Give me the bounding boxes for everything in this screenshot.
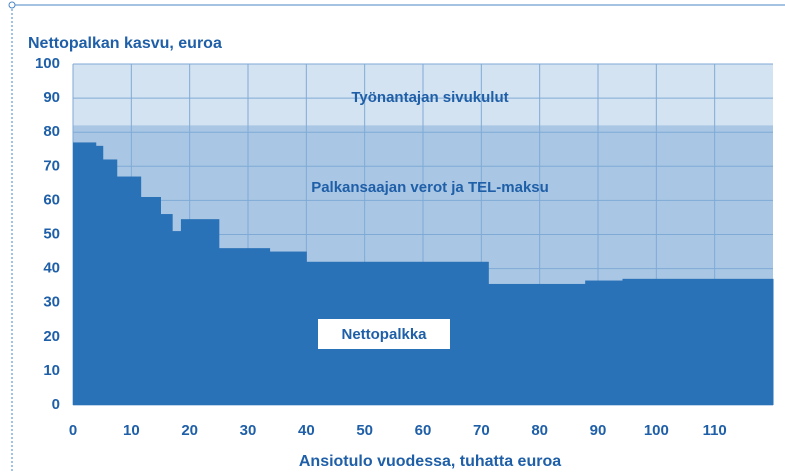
step — [102, 159, 118, 405]
step — [116, 176, 142, 405]
x-tick-label: 90 — [590, 422, 607, 439]
x-tick-label: 70 — [473, 422, 490, 439]
y-tick-label: 80 — [43, 123, 60, 140]
y-tick-label: 100 — [35, 55, 60, 72]
y-tick-label: 10 — [43, 362, 60, 379]
y-tick-label: 50 — [43, 225, 60, 242]
y-tick-label: 90 — [43, 89, 60, 106]
x-tick-label: 50 — [356, 422, 373, 439]
y-tick-label: 40 — [43, 260, 60, 277]
x-tick-label: 110 — [703, 422, 727, 439]
y-tick-label: 30 — [43, 294, 60, 311]
step — [73, 142, 97, 405]
step — [180, 219, 220, 405]
x-tick-label: 100 — [644, 422, 669, 439]
x-tick-label: 0 — [69, 422, 77, 439]
region-label: Palkansaajan verot ja TEL-maksu — [311, 179, 549, 196]
chart-title: Nettopalkan kasvu, euroa — [28, 35, 222, 52]
y-tick-label: 20 — [43, 328, 60, 345]
region-label: Työnantajan sivukulut — [351, 89, 508, 106]
step — [140, 196, 161, 405]
y-tick-label: 0 — [52, 396, 60, 413]
series-label: Nettopalkka — [341, 326, 427, 343]
x-tick-label: 80 — [531, 422, 548, 439]
x-tick-label: 10 — [123, 422, 140, 439]
y-tick-label: 60 — [43, 191, 60, 208]
step — [269, 251, 307, 405]
step — [95, 145, 104, 405]
step — [172, 231, 182, 405]
x-tick-label: 20 — [181, 422, 198, 439]
x-tick-label: 60 — [415, 422, 432, 439]
x-axis-label: Ansiotulo vuodessa, tuhatta euroa — [299, 453, 561, 470]
step — [622, 278, 774, 405]
step — [488, 283, 586, 405]
y-tick-label: 70 — [43, 157, 60, 174]
frame-dot — [8, 1, 16, 9]
step — [160, 214, 173, 405]
step — [218, 248, 271, 405]
step — [585, 280, 623, 405]
x-tick-label: 30 — [240, 422, 257, 439]
x-tick-label: 40 — [298, 422, 315, 439]
legend-box — [318, 319, 450, 349]
